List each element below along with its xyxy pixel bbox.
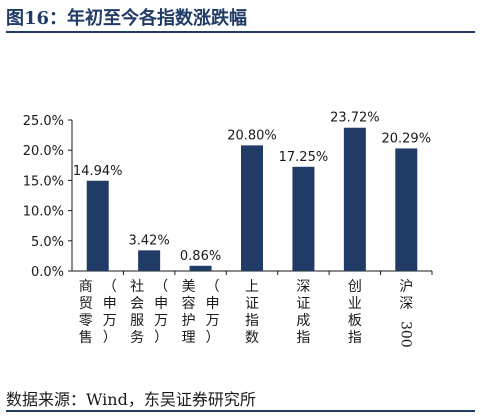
- source-note: 数据来源：Wind，东吴证券研究所: [6, 390, 256, 409]
- data-label: 17.25%: [279, 150, 329, 165]
- category-label-char: （: [103, 279, 117, 295]
- category-label: 深证成指深证成指: [296, 279, 310, 346]
- category-label-char: 沪: [399, 279, 413, 295]
- category-label-char: 商: [79, 279, 93, 295]
- category-label-char: （: [154, 279, 168, 295]
- bar: [86, 180, 109, 271]
- y-axis: 0.0% 5.0% 10.0% 15.0% 20.0% 25.0%: [23, 114, 433, 280]
- category-label-char: 社: [130, 279, 144, 295]
- category-label-char: ）: [103, 330, 117, 346]
- category-label-char: 证: [296, 296, 310, 312]
- title-rule: [6, 31, 475, 33]
- y-tick-label: 0.0%: [31, 265, 64, 280]
- figure-title: 图16：年初至今各指数涨跌幅: [6, 8, 248, 29]
- category-label-char: 美: [182, 279, 196, 295]
- category-label-char: 售: [79, 330, 93, 346]
- category-label-char: 容: [182, 295, 196, 312]
- data-labels: 14.94% 3.42% 0.86% 20.80%17.25% 23.72%20.29%: [73, 111, 431, 264]
- category-label: 上证指数上证指数: [245, 279, 259, 346]
- bottom-rule: [6, 410, 475, 412]
- category-label-char: 指: [348, 330, 362, 346]
- data-label: 23.72%: [330, 111, 380, 126]
- category-label-char: 务: [130, 330, 144, 346]
- category-label-char: 业: [348, 296, 362, 312]
- category-label-char: 贸: [79, 296, 93, 312]
- category-label: 沪深300沪深300: [397, 279, 413, 348]
- bar: [189, 265, 212, 271]
- bar-chart: 0.0% 5.0% 10.0% 15.0% 20.0% 25.0% 14.94% 3.42%…: [23, 111, 433, 348]
- category-label-char: 万: [154, 313, 168, 329]
- category-label-char: 数: [245, 330, 259, 346]
- y-tick-label: 20.0%: [23, 144, 64, 159]
- y-tick-label: 5.0%: [31, 235, 64, 250]
- category-label-char: ）: [206, 330, 220, 346]
- category-label-char: 深: [296, 279, 310, 295]
- data-label: 0.86%: [180, 249, 221, 264]
- bar: [292, 166, 315, 271]
- category-label-char: 申: [206, 296, 220, 312]
- category-labels: 商贸零售（申万）商贸零售（申万）社会服务（申万）社会服务（申万）美容护理（申万）…: [79, 279, 414, 348]
- bars: [86, 127, 418, 271]
- category-label-char: 零: [79, 313, 93, 329]
- bar: [138, 250, 161, 271]
- category-label-char: 成: [296, 313, 310, 329]
- y-tick-label: 15.0%: [23, 174, 64, 189]
- category-label-char: 指: [296, 330, 310, 346]
- category-label-char: 板: [348, 313, 362, 329]
- category-label-char: （: [206, 279, 220, 295]
- category-label-char: ）: [154, 330, 168, 346]
- bar: [395, 148, 418, 271]
- category-label-char: 会: [130, 296, 144, 312]
- data-label: 20.29%: [381, 131, 431, 146]
- y-tick-label: 10.0%: [23, 205, 64, 220]
- category-label-char: 万: [103, 313, 117, 329]
- category-label-char: 护: [182, 313, 196, 329]
- bar: [241, 145, 263, 271]
- category-label-char: 理: [182, 330, 196, 346]
- category-label-char: 服: [130, 313, 144, 329]
- category-label-char: 300: [397, 321, 413, 348]
- category-label: 创业板指创业板指: [348, 279, 362, 346]
- data-label: 3.42%: [128, 233, 169, 248]
- bar: [343, 127, 366, 271]
- category-label-char: 深: [399, 296, 413, 312]
- y-tick-label: 25.0%: [23, 114, 64, 129]
- data-label: 20.80%: [227, 128, 277, 143]
- category-label-char: 万: [206, 313, 220, 329]
- category-label-char: 创: [348, 279, 362, 295]
- category-label-char: 上: [245, 279, 259, 295]
- category-label-char: 申: [154, 296, 168, 312]
- category-label-char: 指: [245, 313, 259, 329]
- data-label: 14.94%: [73, 164, 123, 179]
- category-label-char: 证: [245, 296, 259, 312]
- category-label-char: 申: [103, 296, 117, 312]
